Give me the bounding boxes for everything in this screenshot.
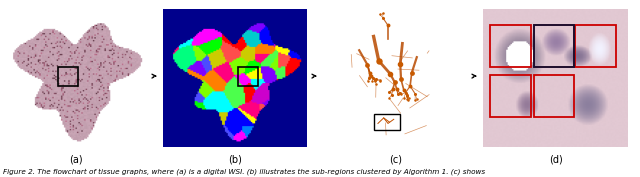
Text: (a): (a) [68, 155, 83, 165]
Bar [490, 75, 531, 116]
Text: (b): (b) [228, 155, 243, 165]
Bar [238, 67, 259, 86]
Bar [534, 25, 574, 67]
Bar [534, 75, 574, 116]
Bar [575, 25, 616, 67]
Bar [490, 25, 531, 67]
Bar [534, 25, 574, 67]
Text: Figure 2. The flowchart of tissue graphs, where (a) is a digital WSI. (b) illust: Figure 2. The flowchart of tissue graphs… [3, 169, 485, 175]
Bar [374, 114, 399, 130]
Bar [58, 67, 78, 86]
Text: (d): (d) [548, 155, 563, 165]
Text: (c): (c) [389, 155, 402, 165]
